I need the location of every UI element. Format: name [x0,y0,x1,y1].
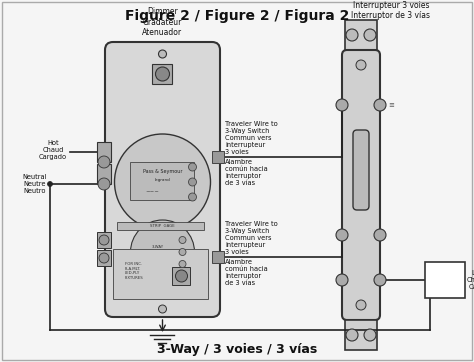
Text: ≡: ≡ [388,102,394,108]
Circle shape [336,229,348,241]
Circle shape [374,99,386,111]
Text: 3-Way Switch
Interrupteur 3 voies
Interruptor de 3 vías: 3-Way Switch Interrupteur 3 voies Interr… [352,0,430,20]
Bar [97,232,111,248]
Text: Load
Charge
Carga: Load Charge Carga [467,270,474,290]
Circle shape [189,178,197,186]
Text: Alambre
común hacia
interruptor
de 3 vías: Alambre común hacia interruptor de 3 vía… [225,159,268,186]
Circle shape [179,261,186,268]
Bar [113,249,208,299]
Bar [97,164,111,184]
FancyBboxPatch shape [342,50,380,320]
Text: Traveler Wire to
3-Way Switch
Commun vers
interrupteur
3 voies: Traveler Wire to 3-Way Switch Commun ver… [225,221,278,255]
Circle shape [175,270,188,282]
Bar [212,151,224,163]
Circle shape [47,181,53,186]
Text: Dimmer
Gradateur
Atenuador: Dimmer Gradateur Atenuador [143,7,182,37]
Circle shape [374,274,386,286]
Circle shape [130,220,194,284]
Text: legrand: legrand [155,178,170,182]
Text: 3-WAY: 3-WAY [151,245,164,249]
Circle shape [364,29,376,41]
Text: 3-Way / 3 voies / 3 vías: 3-Way / 3 voies / 3 vías [157,344,317,357]
Circle shape [98,178,110,190]
Circle shape [189,193,197,201]
Text: FOR INC.
FLA.MLT.
LED,PLY
FIXTURES: FOR INC. FLA.MLT. LED,PLY FIXTURES [125,262,144,280]
Circle shape [179,248,186,256]
Circle shape [179,236,186,244]
Circle shape [346,329,358,341]
Circle shape [99,253,109,263]
Text: Figure 2 / Figure 2 / Figura 2: Figure 2 / Figure 2 / Figura 2 [125,9,349,23]
Circle shape [189,163,197,171]
Circle shape [374,229,386,241]
Circle shape [356,60,366,70]
Bar [130,162,194,200]
Text: STRIP  GAGE: STRIP GAGE [150,224,175,228]
Circle shape [346,29,358,41]
Bar [117,222,204,230]
Text: ~~~: ~~~ [146,189,159,194]
Circle shape [336,99,348,111]
Text: Alambre
común hacia
interruptor
de 3 vías: Alambre común hacia interruptor de 3 vía… [225,259,268,286]
FancyBboxPatch shape [353,130,369,210]
Bar [153,64,173,84]
Circle shape [99,235,109,245]
Bar [425,262,465,298]
Text: Neutral
Neutre
Neutro: Neutral Neutre Neutro [22,174,47,194]
Bar [345,320,377,350]
Circle shape [158,50,166,58]
Text: Pass & Seymour: Pass & Seymour [143,169,182,174]
Bar [212,251,224,263]
FancyBboxPatch shape [105,42,220,317]
Circle shape [98,156,110,168]
Bar [97,142,111,162]
Bar [97,250,111,266]
Circle shape [364,329,376,341]
Circle shape [336,274,348,286]
Circle shape [158,305,166,313]
Bar [345,20,377,50]
Text: Traveler Wire to
3-Way Switch
Commun vers
interrupteur
3 voies: Traveler Wire to 3-Way Switch Commun ver… [225,121,278,155]
Bar [173,267,191,285]
Text: Hot
Chaud
Cargado: Hot Chaud Cargado [39,140,67,160]
Circle shape [115,134,210,230]
Circle shape [356,300,366,310]
Circle shape [155,67,170,81]
